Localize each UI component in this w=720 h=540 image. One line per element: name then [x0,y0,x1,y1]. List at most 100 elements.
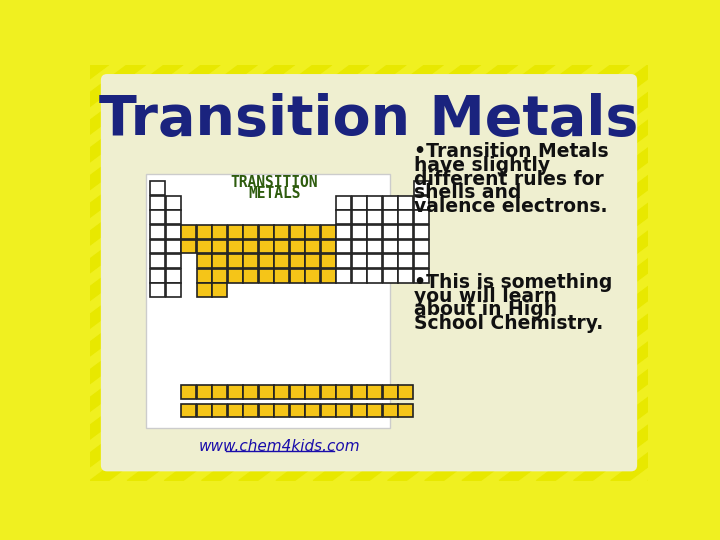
Bar [367,254,382,268]
Bar [290,225,305,239]
Bar [352,269,366,283]
Bar [228,240,243,253]
Bar [181,385,196,399]
Text: www.chem4kids.com: www.chem4kids.com [199,439,361,454]
Bar [212,254,228,268]
Polygon shape [313,65,720,481]
Polygon shape [462,65,720,481]
Text: TRANSITION: TRANSITION [230,176,318,191]
Bar [212,225,228,239]
Polygon shape [16,65,593,481]
Bar [336,240,351,253]
Text: have slightly: have slightly [414,156,550,174]
Polygon shape [611,65,720,481]
Bar [398,254,413,268]
Bar [321,269,336,283]
Polygon shape [425,65,720,481]
Bar [336,210,351,224]
Bar [321,403,336,417]
Bar [305,240,320,253]
Bar [166,210,181,224]
Bar [290,385,305,399]
Bar [150,210,165,224]
Polygon shape [0,65,71,481]
Text: School Chemistry.: School Chemistry. [414,314,603,333]
Bar [197,225,212,239]
Bar [197,403,212,417]
Text: shells and: shells and [414,184,521,202]
Bar [166,240,181,253]
Polygon shape [0,65,332,481]
Polygon shape [387,65,720,481]
Polygon shape [0,65,369,481]
Text: different rules for: different rules for [414,170,603,188]
Bar [321,385,336,399]
Bar [367,403,382,417]
Bar [414,195,428,210]
Bar [352,240,366,253]
Polygon shape [0,65,34,481]
Bar [197,240,212,253]
Bar [150,254,165,268]
Bar [383,210,397,224]
Bar [336,195,351,210]
Text: Transition Metals: Transition Metals [99,93,639,147]
Polygon shape [0,65,444,481]
Bar [383,225,397,239]
Bar [383,269,397,283]
Bar [336,225,351,239]
Bar [166,195,181,210]
Bar [259,385,274,399]
Bar [383,403,397,417]
Bar [305,254,320,268]
Polygon shape [499,65,720,481]
Bar [228,403,243,417]
Bar [383,195,397,210]
Bar [197,284,212,298]
Text: •Transition Metals: •Transition Metals [414,142,608,161]
Polygon shape [239,65,720,481]
Bar [150,195,165,210]
Bar [274,403,289,417]
Bar [274,240,289,253]
Bar [259,254,274,268]
Bar [321,254,336,268]
Polygon shape [0,65,406,481]
Bar [383,385,397,399]
Bar [212,284,228,298]
Bar [259,240,274,253]
Bar [414,225,428,239]
Bar [367,225,382,239]
Bar [367,195,382,210]
Bar [398,385,413,399]
Bar [243,254,258,268]
Polygon shape [0,65,555,481]
Bar [290,254,305,268]
Bar [243,385,258,399]
Bar [243,225,258,239]
Polygon shape [0,65,294,481]
Polygon shape [0,65,183,481]
Bar [336,254,351,268]
Polygon shape [685,65,720,481]
Bar [290,403,305,417]
Bar [321,240,336,253]
Polygon shape [574,65,720,481]
Polygon shape [0,65,518,481]
Bar [398,225,413,239]
Polygon shape [0,65,109,481]
Bar [274,225,289,239]
Bar [150,284,165,298]
Bar [398,195,413,210]
Bar [290,269,305,283]
Polygon shape [0,65,258,481]
Polygon shape [351,65,720,481]
Text: you will learn: you will learn [414,287,557,306]
Bar [197,269,212,283]
Bar [367,269,382,283]
Text: •This is something: •This is something [414,273,612,292]
Bar [166,254,181,268]
Bar [228,225,243,239]
Bar [414,254,428,268]
Polygon shape [127,65,704,481]
